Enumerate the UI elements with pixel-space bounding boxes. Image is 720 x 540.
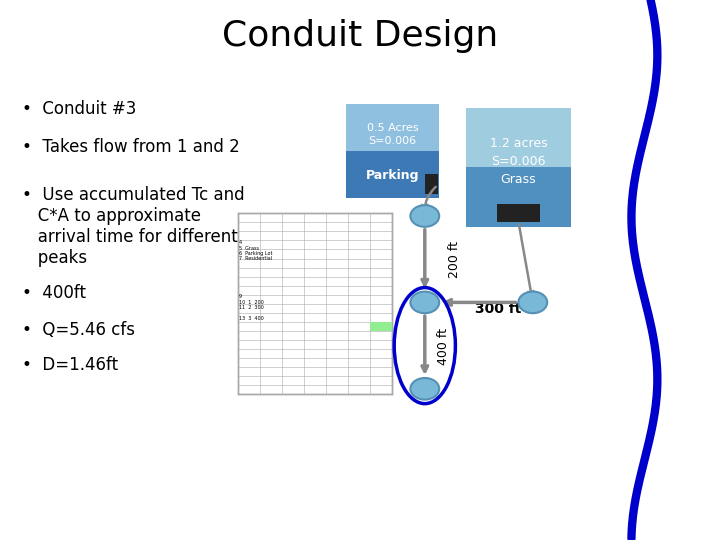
Circle shape <box>410 378 439 400</box>
Text: 13  3  400: 13 3 400 <box>239 316 264 321</box>
FancyBboxPatch shape <box>346 151 439 199</box>
Text: 9: 9 <box>239 294 242 299</box>
Text: 0.5 Acres
S=0.006: 0.5 Acres S=0.006 <box>366 123 418 146</box>
Text: 7  Residential: 7 Residential <box>239 256 272 261</box>
Text: 4: 4 <box>239 240 242 245</box>
Text: 10  1  200: 10 1 200 <box>239 300 264 305</box>
FancyBboxPatch shape <box>425 174 438 194</box>
Text: 200 ft: 200 ft <box>448 241 461 278</box>
Text: •  Q=5.46 cfs: • Q=5.46 cfs <box>22 321 135 339</box>
Text: •  Takes flow from 1 and 2: • Takes flow from 1 and 2 <box>22 138 239 156</box>
Text: •  Conduit #3: • Conduit #3 <box>22 100 136 118</box>
Text: 11  2  300: 11 2 300 <box>239 305 264 310</box>
Text: Conduit Design: Conduit Design <box>222 19 498 53</box>
FancyBboxPatch shape <box>238 213 392 394</box>
Text: 5  Grass: 5 Grass <box>239 246 259 251</box>
Text: 1.2 acres
S=0.006
Grass: 1.2 acres S=0.006 Grass <box>490 137 547 186</box>
FancyBboxPatch shape <box>467 108 571 167</box>
Circle shape <box>410 205 439 227</box>
Text: •  D=1.46ft: • D=1.46ft <box>22 356 118 374</box>
Text: •  400ft: • 400ft <box>22 284 86 301</box>
FancyBboxPatch shape <box>346 104 439 151</box>
FancyBboxPatch shape <box>467 167 571 227</box>
FancyBboxPatch shape <box>497 204 540 222</box>
Text: Parking: Parking <box>366 169 419 183</box>
Text: •  Use accumulated Tc and
   C*A to approximate
   arrival time for different
  : • Use accumulated Tc and C*A to approxim… <box>22 186 244 267</box>
Circle shape <box>410 292 439 313</box>
Text: 6  Parking Lot: 6 Parking Lot <box>239 251 273 256</box>
Text: 300 ft: 300 ft <box>475 302 521 316</box>
Circle shape <box>518 292 547 313</box>
Text: 400 ft: 400 ft <box>437 328 450 365</box>
FancyBboxPatch shape <box>370 322 392 331</box>
